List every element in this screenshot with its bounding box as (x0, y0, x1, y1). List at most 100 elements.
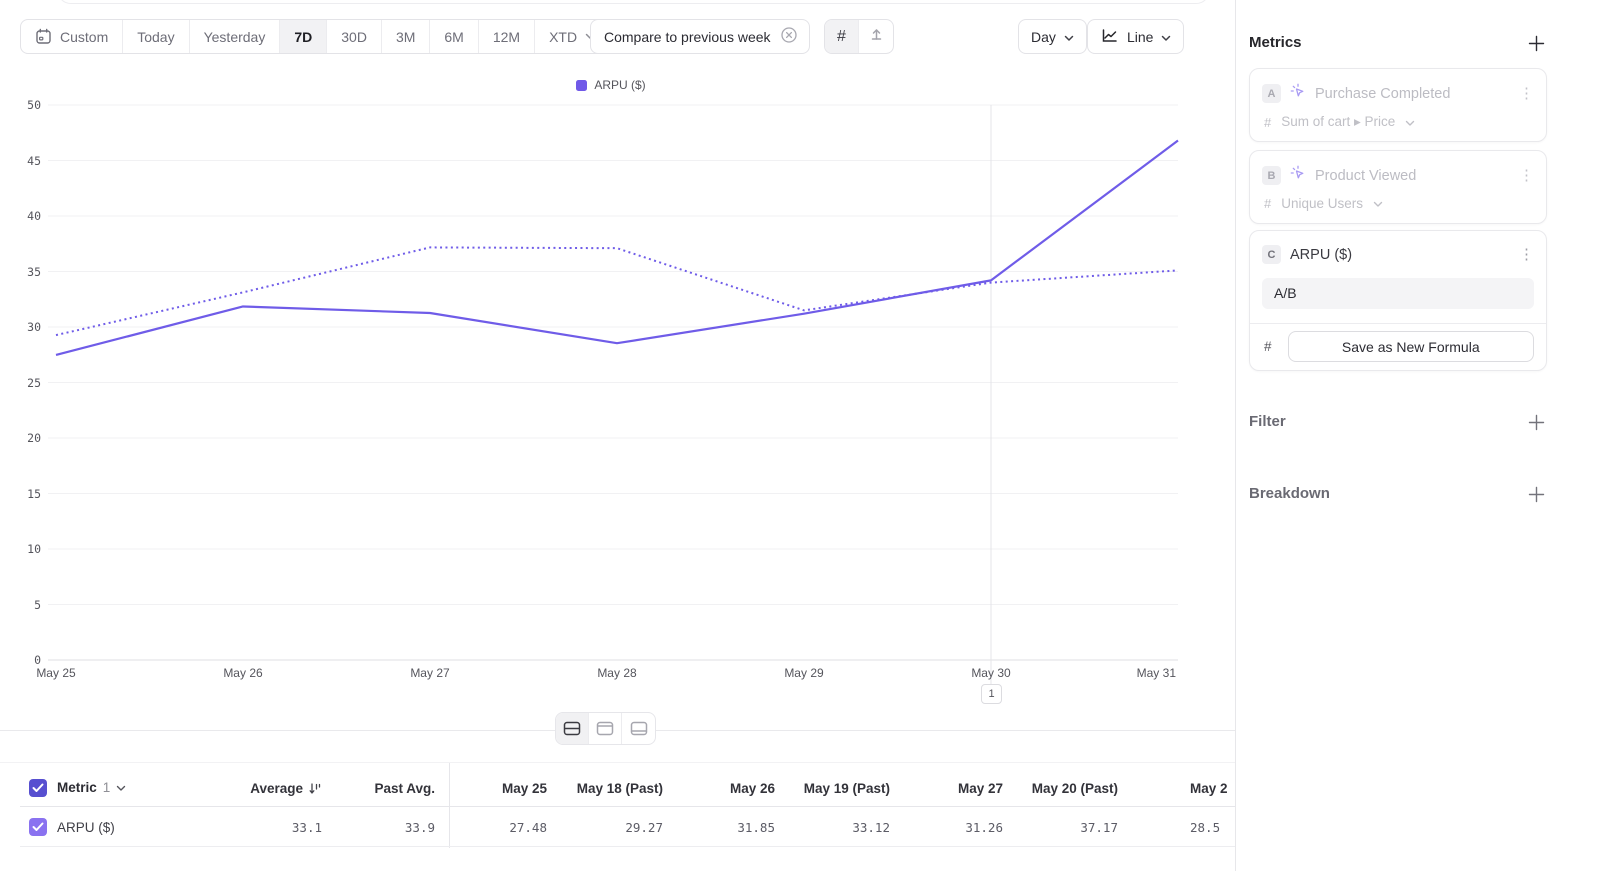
sort-desc-icon (309, 783, 321, 794)
grid-hash-icon: # (837, 27, 846, 45)
add-filter-button[interactable] (1525, 411, 1547, 433)
chevron-down-icon (1161, 29, 1171, 45)
range-button-yesterday[interactable]: Yesterday (190, 20, 281, 53)
y-tick-label: 25 (27, 375, 41, 390)
x-tick-label: May 26 (223, 666, 263, 680)
formula-input[interactable]: A/B (1262, 278, 1534, 309)
number-type-icon: # (1264, 114, 1272, 130)
chart-legend: ARPU ($) (0, 78, 1222, 92)
metric-badge: A (1262, 84, 1281, 103)
y-tick-label: 50 (27, 98, 41, 112)
metric-row-name[interactable]: ARPU ($) (57, 820, 115, 835)
layout-split-icon (563, 721, 581, 736)
metric-column-header[interactable]: Metric 1 (57, 780, 126, 795)
layout-split-toggle[interactable] (556, 713, 589, 744)
table-header-cell[interactable]: May 27 (957, 781, 1003, 796)
table-header-cell[interactable]: May 20 (Past) (1031, 781, 1118, 796)
table-row-border (20, 846, 1235, 847)
range-label: Today (137, 28, 175, 45)
annotation-badge[interactable]: 1 (981, 684, 1002, 704)
layout-top-toggle[interactable] (589, 713, 622, 744)
metric-badge: B (1262, 166, 1281, 185)
table-header-cell[interactable]: May 19 (Past) (803, 781, 890, 796)
table-cell: 33.1 (291, 820, 322, 835)
chart-type-dropdown[interactable]: Line (1087, 19, 1185, 54)
x-tick-label: May 31 (1136, 666, 1176, 680)
y-tick-label: 10 (27, 542, 41, 556)
chevron-down-icon (1405, 115, 1415, 130)
range-button-6m[interactable]: 6M (430, 20, 479, 53)
range-button-30d[interactable]: 30D (327, 20, 382, 53)
table-cell: 28.5 (1190, 820, 1221, 835)
range-label: Custom (60, 28, 109, 45)
add-metric-button[interactable] (1525, 32, 1547, 54)
table-header-cell[interactable]: May 25 (501, 781, 547, 796)
x-tick-label: May 27 (410, 666, 450, 680)
kebab-menu-icon[interactable]: ⋮ (1519, 84, 1534, 102)
legend-swatch (576, 79, 588, 91)
x-tick-label: May 29 (784, 666, 824, 680)
granularity-dropdown[interactable]: Day (1018, 19, 1087, 54)
metric-card-c[interactable]: C ARPU ($) ⋮ A/B # Save as New Formula (1249, 230, 1547, 371)
table-cell: 27.48 (509, 820, 547, 835)
y-tick-label: 45 (27, 153, 41, 168)
number-type-icon: # (1264, 339, 1272, 354)
granularity-label: Day (1031, 28, 1056, 45)
aggregation-selector[interactable]: Unique Users (1281, 196, 1364, 211)
filter-section-title: Filter (1249, 413, 1286, 430)
close-circle-icon[interactable] (780, 26, 798, 47)
select-all-checkbox[interactable] (29, 779, 47, 797)
table-header-cell[interactable]: Average (162, 781, 322, 796)
table-header-cell[interactable]: May 18 (Past) (576, 781, 663, 796)
line-chart[interactable] (0, 0, 1235, 760)
y-tick-label: 40 (27, 209, 41, 223)
plus-icon (1528, 414, 1544, 430)
table-header-cell[interactable]: May 26 (729, 781, 775, 796)
metric-label: Metric (57, 780, 97, 795)
add-breakdown-button[interactable] (1525, 483, 1547, 505)
metric-card-title: Purchase Completed (1315, 85, 1451, 102)
x-tick-label: May 28 (597, 666, 637, 680)
range-label: 12M (492, 28, 521, 45)
chevron-down-icon (116, 780, 126, 795)
range-label: 30D (341, 28, 367, 45)
layout-bottom-toggle[interactable] (622, 713, 655, 744)
metric-card-b[interactable]: B Product Viewed ⋮ # Unique Users (1249, 150, 1547, 224)
range-label: 7D (294, 28, 313, 45)
range-button-12m[interactable]: 12M (479, 20, 536, 53)
metric-row-checkbox[interactable] (29, 818, 47, 836)
save-as-new-formula-button[interactable]: Save as New Formula (1287, 331, 1534, 362)
y-tick-label: 30 (27, 320, 41, 334)
legend-label: ARPU ($) (594, 78, 646, 92)
range-button-3m[interactable]: 3M (382, 20, 431, 53)
aggregation-selector[interactable]: Sum of cart ▸ Price (1281, 114, 1396, 129)
query-builder-sidebar: Metrics A Purchase Completed ⋮ # Sum of … (1235, 0, 1600, 871)
range-button-today[interactable]: Today (123, 20, 190, 53)
metric-card-a[interactable]: A Purchase Completed ⋮ # Sum of cart ▸ P… (1249, 68, 1547, 142)
card-divider (1250, 323, 1546, 324)
compare-chip[interactable]: Compare to previous week (590, 19, 810, 54)
kebab-menu-icon[interactable]: ⋮ (1519, 245, 1534, 263)
calendar-icon (36, 28, 51, 44)
x-tick-label: May 25 (36, 666, 76, 680)
x-tick-label: May 30 (971, 666, 1011, 680)
y-tick-label: 5 (34, 597, 41, 612)
table-header-cell[interactable]: Past Avg. (374, 781, 435, 796)
annotation-toggle[interactable] (859, 20, 893, 53)
table-cell: 33.9 (404, 820, 435, 835)
metrics-section-title: Metrics (1249, 34, 1302, 51)
table-cell: 29.27 (625, 820, 663, 835)
kebab-menu-icon[interactable]: ⋮ (1519, 166, 1534, 184)
grid-toggle[interactable]: # (825, 20, 859, 53)
table-cell: 37.17 (1080, 820, 1118, 835)
table-header-cell[interactable]: May 2 (1190, 781, 1228, 796)
y-tick-label: 35 (27, 264, 41, 279)
checkmark-icon (32, 783, 44, 792)
breakdown-section-title: Breakdown (1249, 485, 1330, 502)
metric-badge: C (1262, 245, 1281, 264)
table-column-divider (449, 763, 450, 848)
range-button-custom[interactable]: Custom (21, 20, 124, 53)
table-header-border (20, 806, 1235, 807)
range-button-7d[interactable]: 7D (280, 20, 328, 53)
number-type-icon: # (1264, 196, 1272, 211)
